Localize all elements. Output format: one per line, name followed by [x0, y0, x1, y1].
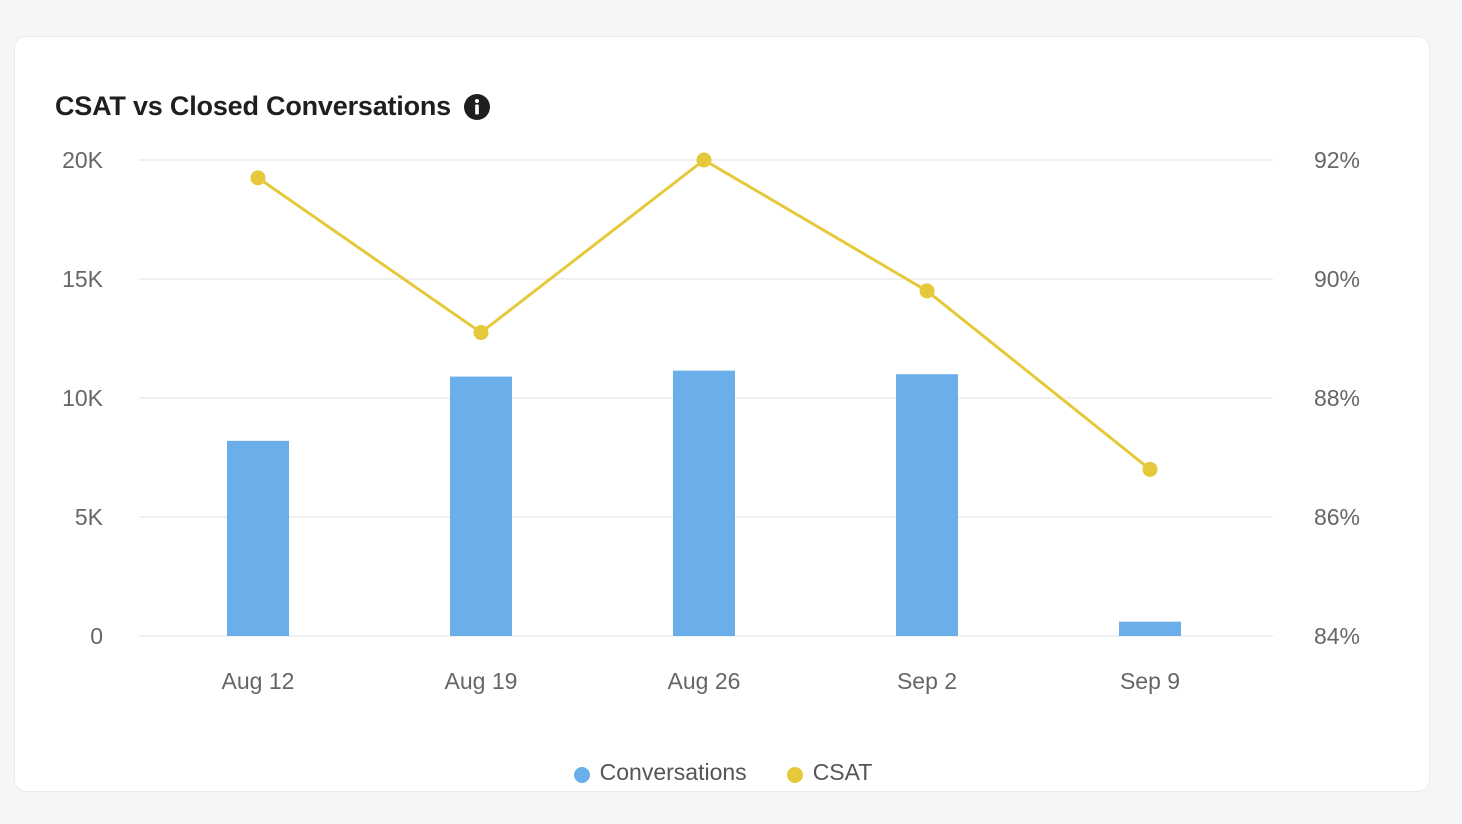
- left-tick-label: 20K: [62, 147, 104, 173]
- legend-item[interactable]: CSAT: [786, 759, 873, 786]
- csat-point: [473, 325, 489, 341]
- conversations-bar: [1119, 621, 1181, 636]
- legend-label: CSAT: [812, 759, 873, 785]
- left-tick-label: 15K: [62, 266, 104, 292]
- right-tick-label: 86%: [1314, 504, 1360, 530]
- right-tick-label: 90%: [1314, 266, 1360, 292]
- conversations-bar: [227, 440, 289, 636]
- x-tick-label: Sep 9: [1120, 668, 1180, 694]
- legend-label: Conversations: [599, 759, 747, 785]
- x-tick-label: Sep 2: [897, 668, 957, 694]
- legend: Conversations CSAT: [15, 759, 1431, 786]
- csat-point: [696, 152, 712, 168]
- csat-point: [919, 283, 935, 299]
- conversations-bar: [673, 370, 735, 636]
- left-tick-label: 5K: [75, 504, 104, 530]
- info-icon[interactable]: [463, 93, 491, 121]
- right-axis-ticks: 84% 86% 88% 90% 92%: [1314, 147, 1360, 649]
- right-tick-label: 84%: [1314, 623, 1360, 649]
- left-tick-label: 0: [90, 623, 103, 649]
- csat-point: [1142, 461, 1158, 477]
- conversations-bar: [450, 376, 512, 636]
- card-header: CSAT vs Closed Conversations: [55, 91, 491, 122]
- csat-point: [250, 170, 266, 186]
- legend-dot: [573, 766, 590, 783]
- x-tick-label: Aug 19: [445, 668, 518, 694]
- x-tick-label: Aug 26: [668, 668, 741, 694]
- left-tick-label: 10K: [62, 385, 104, 411]
- chart-card: CSAT vs Closed Conversations 0 5K 10K 15K 20…: [14, 36, 1430, 792]
- right-tick-label: 88%: [1314, 385, 1360, 411]
- left-axis-ticks: 0 5K 10K 15K 20K: [62, 147, 104, 649]
- x-tick-label: Aug 12: [222, 668, 295, 694]
- x-axis-ticks: Aug 12 Aug 19 Aug 26 Sep 2 Sep 9: [222, 668, 1181, 694]
- legend-dot: [786, 766, 803, 783]
- legend-item[interactable]: Conversations: [573, 759, 747, 786]
- bars: [227, 370, 1181, 636]
- conversations-bar: [896, 374, 958, 636]
- csat-points: [250, 152, 1158, 477]
- right-tick-label: 92%: [1314, 147, 1360, 173]
- chart-title: CSAT vs Closed Conversations: [55, 91, 451, 121]
